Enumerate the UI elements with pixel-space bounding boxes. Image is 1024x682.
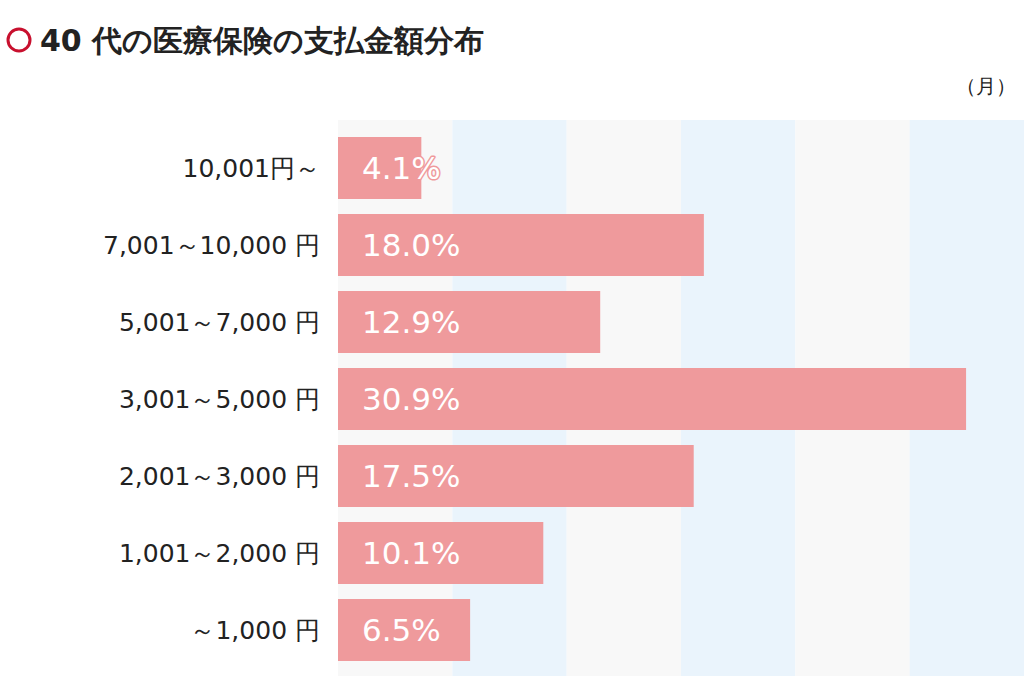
bar <box>338 522 543 584</box>
data-label: 10.1% <box>362 535 460 571</box>
data-label: 30.9% <box>362 381 460 417</box>
bar <box>338 214 704 276</box>
data-label: 12.9% <box>362 304 460 340</box>
grid <box>338 120 1024 676</box>
chart-svg: 40 代の医療保険の支払金額分布 （月） 10,001円～ 4.1% 7,001～10,… <box>0 0 1024 682</box>
category-label: ～1,000 円 <box>190 616 320 645</box>
chart-container: 40 代の医療保険の支払金額分布 （月） 10,001円～ 4.1% 7,001～10,… <box>0 0 1024 682</box>
category-label: 7,001～10,000 円 <box>103 231 320 260</box>
category-label: 2,001～3,000 円 <box>119 462 320 491</box>
unit-label: （月） <box>956 74 1016 98</box>
bar <box>338 368 966 430</box>
category-label: 3,001～5,000 円 <box>119 385 320 414</box>
labels: 10,001円～ 4.1% 7,001～10,000 円 18.0% 5,001～7,0… <box>103 150 460 648</box>
bar <box>338 599 470 661</box>
bars <box>338 137 966 661</box>
bar <box>338 291 600 353</box>
bar <box>338 445 694 507</box>
data-label: 4.1% <box>362 150 441 186</box>
data-label: 17.5% <box>362 458 460 494</box>
category-label: 1,001～2,000 円 <box>119 539 320 568</box>
category-label: 5,001～7,000 円 <box>119 308 320 337</box>
data-label: 6.5% <box>362 612 441 648</box>
category-label: 10,001円～ <box>183 154 320 183</box>
data-label: 18.0% <box>362 227 460 263</box>
title: 40 代の医療保険の支払金額分布 <box>40 23 484 58</box>
title-marker <box>8 29 30 51</box>
